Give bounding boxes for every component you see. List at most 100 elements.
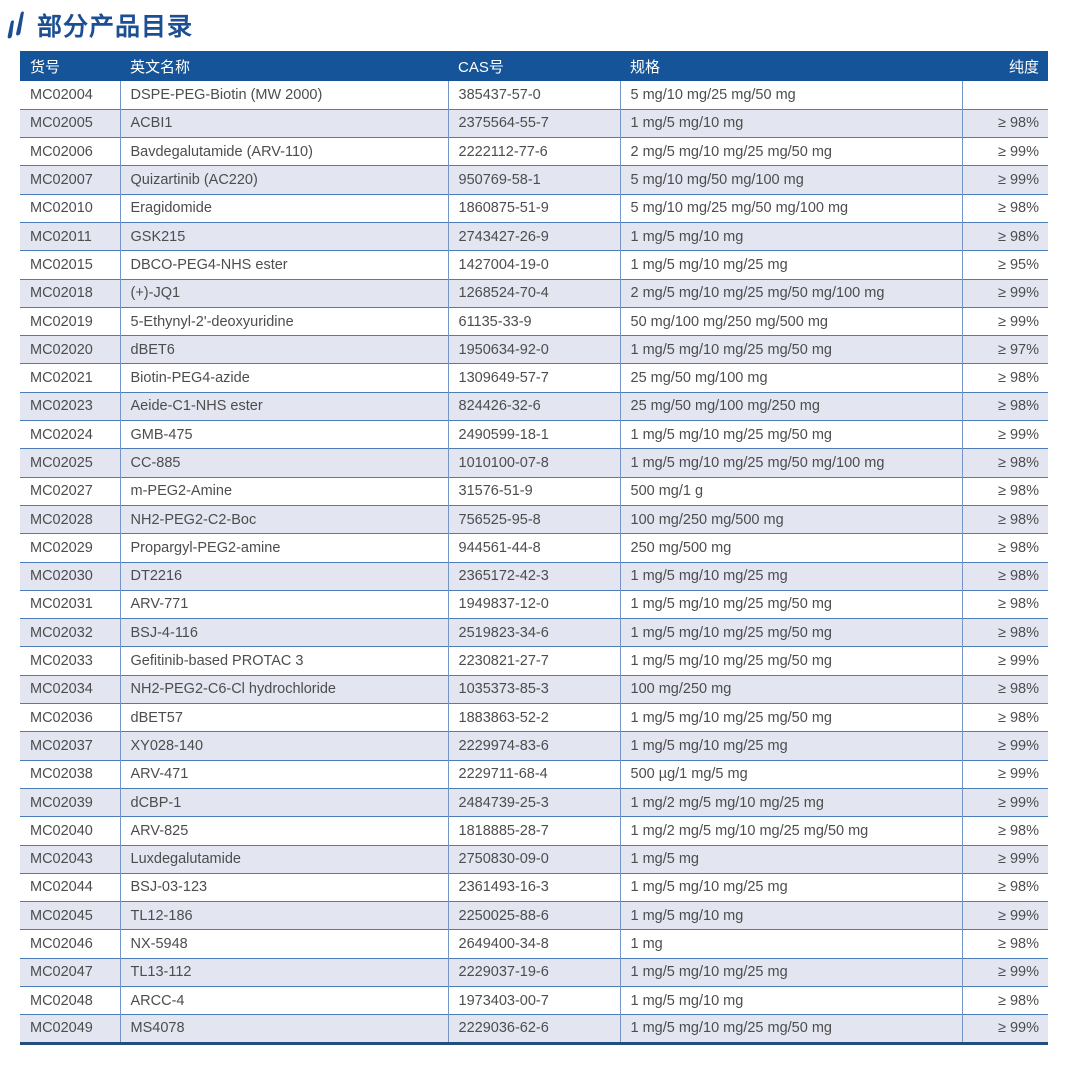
cell-sku: MC02027	[20, 476, 120, 506]
cell-sku: MC02024	[20, 420, 120, 449]
cell-purity: ≥ 98%	[961, 448, 1048, 478]
cell-cas: 1950634-92-0	[447, 335, 620, 364]
cell-name: NH2-PEG2-C6-Cl hydrochloride	[119, 674, 448, 704]
cell-spec: 100 mg/250 mg/500 mg	[619, 504, 962, 534]
cell-cas: 1010100-07-8	[447, 448, 620, 478]
cell-purity: ≥ 98%	[961, 674, 1048, 704]
cell-name: ARV-771	[119, 589, 448, 619]
cell-sku: MC02049	[20, 1014, 120, 1044]
cell-cas: 61135-33-9	[447, 306, 620, 336]
cell-purity: ≥ 98%	[961, 391, 1048, 421]
cell-cas: 1883863-52-2	[447, 703, 620, 732]
cell-purity: ≥ 99%	[961, 844, 1048, 874]
cell-cas: 1818885-28-7	[447, 816, 620, 846]
table-row: MC02043 Luxdegalutamide 2750830-09-0 1 mg/5…	[20, 844, 1048, 874]
cell-sku: MC02033	[20, 646, 120, 676]
cell-purity: ≥ 98%	[961, 703, 1048, 732]
cell-cas: 2229036-62-6	[447, 1014, 620, 1044]
cell-sku: MC02010	[20, 193, 120, 223]
cell-sku: MC02029	[20, 533, 120, 563]
cell-cas: 2365172-42-3	[447, 561, 620, 591]
cell-sku: MC02044	[20, 872, 120, 902]
cell-purity: ≥ 98%	[961, 929, 1048, 959]
cell-cas: 31576-51-9	[447, 476, 620, 506]
cell-cas: 950769-58-1	[447, 165, 620, 195]
cell-spec: 1 mg/5 mg/10 mg	[619, 108, 962, 138]
cell-spec: 1 mg/2 mg/5 mg/10 mg/25 mg	[619, 787, 962, 817]
cell-cas: 2229711-68-4	[447, 759, 620, 789]
cell-spec: 500 mg/1 g	[619, 476, 962, 506]
cell-spec: 1 mg/5 mg/10 mg/25 mg	[619, 561, 962, 591]
cell-spec: 5 mg/10 mg/50 mg/100 mg	[619, 165, 962, 195]
cell-purity: ≥ 99%	[961, 957, 1048, 987]
table-row: MC02047 TL13-112 2229037-19-6 1 mg/5 mg/10 …	[20, 957, 1048, 987]
cell-sku: MC02023	[20, 391, 120, 421]
table-row: MC02023 Aeide-C1-NHS ester 824426-32-6 25 m…	[20, 391, 1048, 421]
table-row: MC02045 TL12-186 2250025-88-6 1 mg/5 mg/10 …	[20, 901, 1048, 930]
cell-purity: ≥ 99%	[961, 1014, 1048, 1044]
cell-spec: 5 mg/10 mg/25 mg/50 mg/100 mg	[619, 193, 962, 223]
cell-cas: 2229974-83-6	[447, 731, 620, 761]
cell-spec: 1 mg/5 mg/10 mg/25 mg/50 mg	[619, 335, 962, 364]
cell-name: DBCO-PEG4-NHS ester	[119, 250, 448, 280]
cell-purity	[961, 81, 1048, 110]
cell-purity: ≥ 98%	[961, 985, 1048, 1015]
table-row: MC02029 Propargyl-PEG2-amine 944561-44-8 25…	[20, 533, 1048, 563]
table-row: MC02036 dBET57 1883863-52-2 1 mg/5 mg/10 mg…	[20, 703, 1048, 732]
cell-purity: ≥ 98%	[961, 561, 1048, 591]
cell-name: CC-885	[119, 448, 448, 478]
cell-sku: MC02028	[20, 504, 120, 534]
cell-name: Propargyl-PEG2-amine	[119, 533, 448, 563]
table-row: MC02007 Quizartinib (AC220) 950769-58-1 5 m…	[20, 165, 1048, 195]
cell-name: Aeide-C1-NHS ester	[119, 391, 448, 421]
cell-spec: 1 mg/5 mg/10 mg/25 mg	[619, 957, 962, 987]
cell-name: GSK215	[119, 221, 448, 251]
cell-cas: 385437-57-0	[447, 81, 620, 110]
table-row: MC02039 dCBP-1 2484739-25-3 1 mg/2 mg/5 mg/…	[20, 787, 1048, 817]
cell-purity: ≥ 99%	[961, 306, 1048, 336]
cell-name: BSJ-4-116	[119, 618, 448, 647]
cell-purity: ≥ 98%	[961, 618, 1048, 647]
cell-sku: MC02046	[20, 929, 120, 959]
cell-name: GMB-475	[119, 420, 448, 449]
cell-name: DT2216	[119, 561, 448, 591]
cell-sku: MC02037	[20, 731, 120, 761]
cell-name: m-PEG2-Amine	[119, 476, 448, 506]
cell-name: dBET57	[119, 703, 448, 732]
cell-name: Gefitinib-based PROTAC 3	[119, 646, 448, 676]
cell-sku: MC02040	[20, 816, 120, 846]
cell-cas: 2229037-19-6	[447, 957, 620, 987]
cell-cas: 2250025-88-6	[447, 901, 620, 930]
cell-purity: ≥ 97%	[961, 335, 1048, 364]
cell-cas: 2649400-34-8	[447, 929, 620, 959]
table-row: MC02034 NH2-PEG2-C6-Cl hydrochloride 10353…	[20, 674, 1048, 704]
cell-sku: MC02025	[20, 448, 120, 478]
cell-sku: MC02011	[20, 221, 120, 251]
table-row: MC02025 CC-885 1010100-07-8 1 mg/5 mg/10 mg…	[20, 448, 1048, 478]
cell-name: Luxdegalutamide	[119, 844, 448, 874]
cell-name: ARV-825	[119, 816, 448, 846]
table-row: MC02032 BSJ-4-116 2519823-34-6 1 mg/5 mg/10…	[20, 618, 1048, 647]
cell-cas: 756525-95-8	[447, 504, 620, 534]
cell-name: TL13-112	[119, 957, 448, 987]
cell-spec: 1 mg/5 mg/10 mg	[619, 901, 962, 930]
cell-cas: 2490599-18-1	[447, 420, 620, 449]
catalog-table-body: MC02004 DSPE-PEG-Biotin (MW 2000) 385437-5…	[20, 81, 1048, 1044]
cell-spec: 1 mg/5 mg/10 mg/25 mg/50 mg	[619, 703, 962, 732]
cell-sku: MC02005	[20, 108, 120, 138]
table-row: MC02004 DSPE-PEG-Biotin (MW 2000) 385437-5…	[20, 81, 1048, 110]
table-row: MC02031 ARV-771 1949837-12-0 1 mg/5 mg/10 m…	[20, 589, 1048, 619]
cell-purity: ≥ 98%	[961, 533, 1048, 563]
table-header: 货号 英文名称 CAS号 规格 纯度	[20, 51, 1048, 81]
cell-cas: 2361493-16-3	[447, 872, 620, 902]
column-header-sku: 货号	[20, 51, 120, 81]
cell-name: ARCC-4	[119, 985, 448, 1015]
cell-cas: 1268524-70-4	[447, 278, 620, 308]
cell-sku: MC02006	[20, 137, 120, 166]
cell-name: NH2-PEG2-C2-Boc	[119, 504, 448, 534]
column-header-cas: CAS号	[448, 51, 620, 81]
cell-purity: ≥ 98%	[961, 476, 1048, 506]
cell-purity: ≥ 98%	[961, 872, 1048, 902]
cell-spec: 1 mg/5 mg/10 mg/25 mg	[619, 250, 962, 280]
